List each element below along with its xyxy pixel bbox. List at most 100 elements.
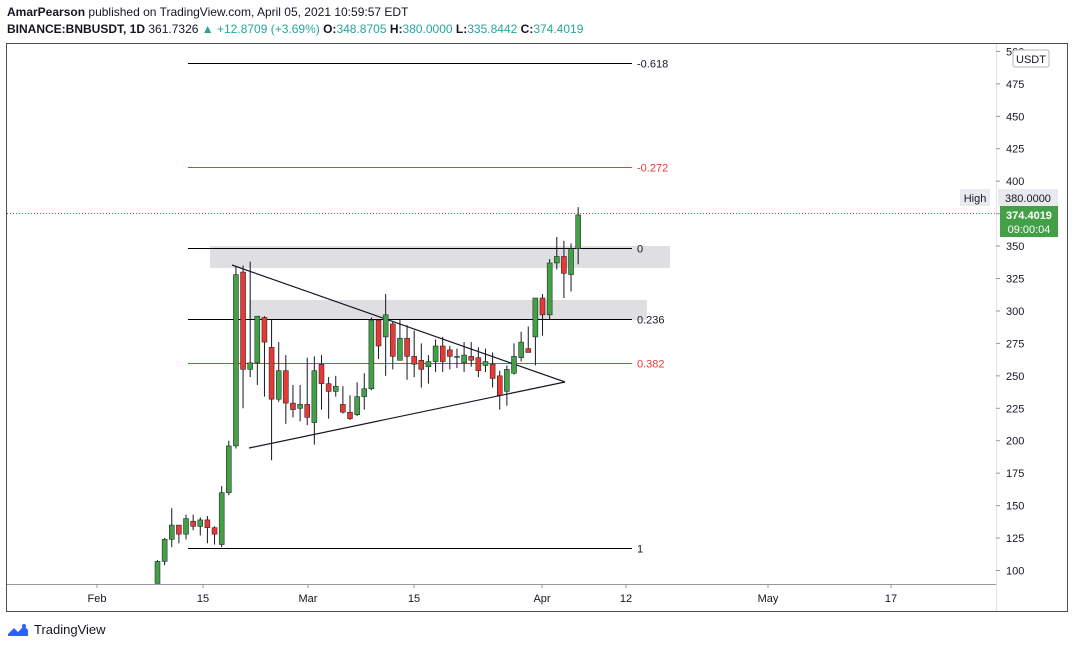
brand-name: TradingView [34,622,106,637]
candle-body [347,411,353,419]
symbol-legend: BINANCE:BNBUSDT, 1D 361.7326 ▲ +12.8709 … [7,22,583,36]
candle-body [218,492,225,545]
triangle-pattern[interactable] [231,264,566,449]
candle-body [354,396,360,416]
candle-body [482,361,489,366]
close-value: 374.4019 [533,22,584,36]
high-value-tag [998,189,1058,206]
candle-body [518,341,524,358]
price-tick-label: 350 [1006,241,1024,253]
fib-level-label: 0 [637,244,643,256]
triangle-upper-line[interactable] [231,264,566,383]
high-tag-label: High [964,193,987,205]
resistance-zone-upper[interactable] [210,246,670,268]
high-value-label: 380.0000 [1005,193,1051,205]
time-tick-label: 12 [620,593,632,605]
time-tick-label: Mar [299,593,318,605]
price-tick-label: 275 [1006,338,1024,350]
resistance-zone-lower[interactable] [249,300,647,320]
candle-body [325,383,332,392]
price-tick-label: 175 [1006,468,1024,480]
chart-frame[interactable] [6,43,1068,612]
candle-body [504,369,510,392]
candle-body [390,323,396,357]
candle-body [304,404,310,418]
time-tick-label: 17 [885,593,897,605]
candle-body [254,315,261,364]
candle-body [554,256,560,264]
symbol-name[interactable]: BINANCE:BNBUSDT, 1D [7,22,146,36]
candle-body [169,524,175,540]
fib-level-label: -0.618 [637,59,668,71]
price-tick-label: 200 [1006,436,1024,448]
price-tick-label: 300 [1006,306,1024,318]
close-label: C: [520,22,534,36]
high-label: H: [389,22,403,36]
candle-body [283,370,289,404]
candle-body [568,248,574,275]
countdown-label: 09:00:04 [1008,224,1051,236]
price-tick-label: 225 [1006,403,1024,415]
fib-level-label: 0.382 [637,359,665,371]
candle-body [532,297,539,338]
price-tick-label: 475 [1006,79,1024,91]
price-axis[interactable]: 5004754504254003753503253002752502252001… [996,46,1024,578]
time-axis[interactable]: Feb 15 Mar 15 Apr 12 May 17 [88,584,898,605]
candle-body [240,271,246,370]
candle-body [382,314,389,338]
candle-body [333,385,339,392]
candlestick-series [154,207,581,584]
time-tick-label: May [758,593,779,605]
candle-body [411,356,417,365]
up-arrow-icon: ▲ [201,22,214,36]
fib-level-label: -0.272 [637,163,668,175]
candle-body [368,319,375,390]
high-tag [960,189,990,206]
high-value: 380.0000 [402,22,453,36]
candle-body [461,354,467,364]
price-tick-label: 450 [1006,111,1024,123]
candle-body [247,362,253,370]
price-tick-label: 250 [1006,371,1024,383]
candle-body [404,337,410,357]
candle-body [525,348,532,353]
tradingview-logo[interactable]: TradingView [6,622,106,637]
candle-body [561,256,567,274]
currency-badge[interactable] [1012,49,1050,68]
candle-body [575,214,581,249]
triangle-lower-line[interactable] [248,381,566,449]
candle-body [475,357,482,371]
candle-body [176,524,182,535]
publish-info: AmarPearson published on TradingView.com… [7,5,408,19]
candle-body [439,345,446,362]
fib-level-label: 0.236 [637,315,665,327]
candle-body [233,274,239,447]
change-value: +12.8709 (+3.69%) [217,22,320,36]
candle-body [546,262,553,316]
fibonacci-retracement[interactable]: -0.618 -0.272 0 0.236 0.382 1 [188,59,668,556]
tradingview-icon [8,623,28,636]
candle-body [297,404,303,409]
open-label: O: [323,22,337,36]
candle-body [290,402,296,410]
low-label: L: [455,22,468,36]
price-tick-label: 400 [1006,176,1024,188]
price-tick-label: 150 [1006,501,1024,513]
candle-body [361,388,368,397]
time-tick-label: 15 [408,593,420,605]
candle-body [340,404,346,413]
candle-body [211,527,218,535]
candle-body [539,297,546,316]
candle-body [432,345,439,362]
author-name[interactable]: AmarPearson [7,5,86,19]
current-price-badge [1000,206,1058,237]
fib-level-label: 1 [637,544,643,556]
candle-body [447,349,453,357]
candle-body [425,361,432,368]
price-tick-label: 425 [1006,144,1024,156]
candle-body [496,375,503,396]
current-price-label: 374.4019 [1006,210,1052,222]
candle-body [318,363,325,384]
candle-body [489,363,496,379]
